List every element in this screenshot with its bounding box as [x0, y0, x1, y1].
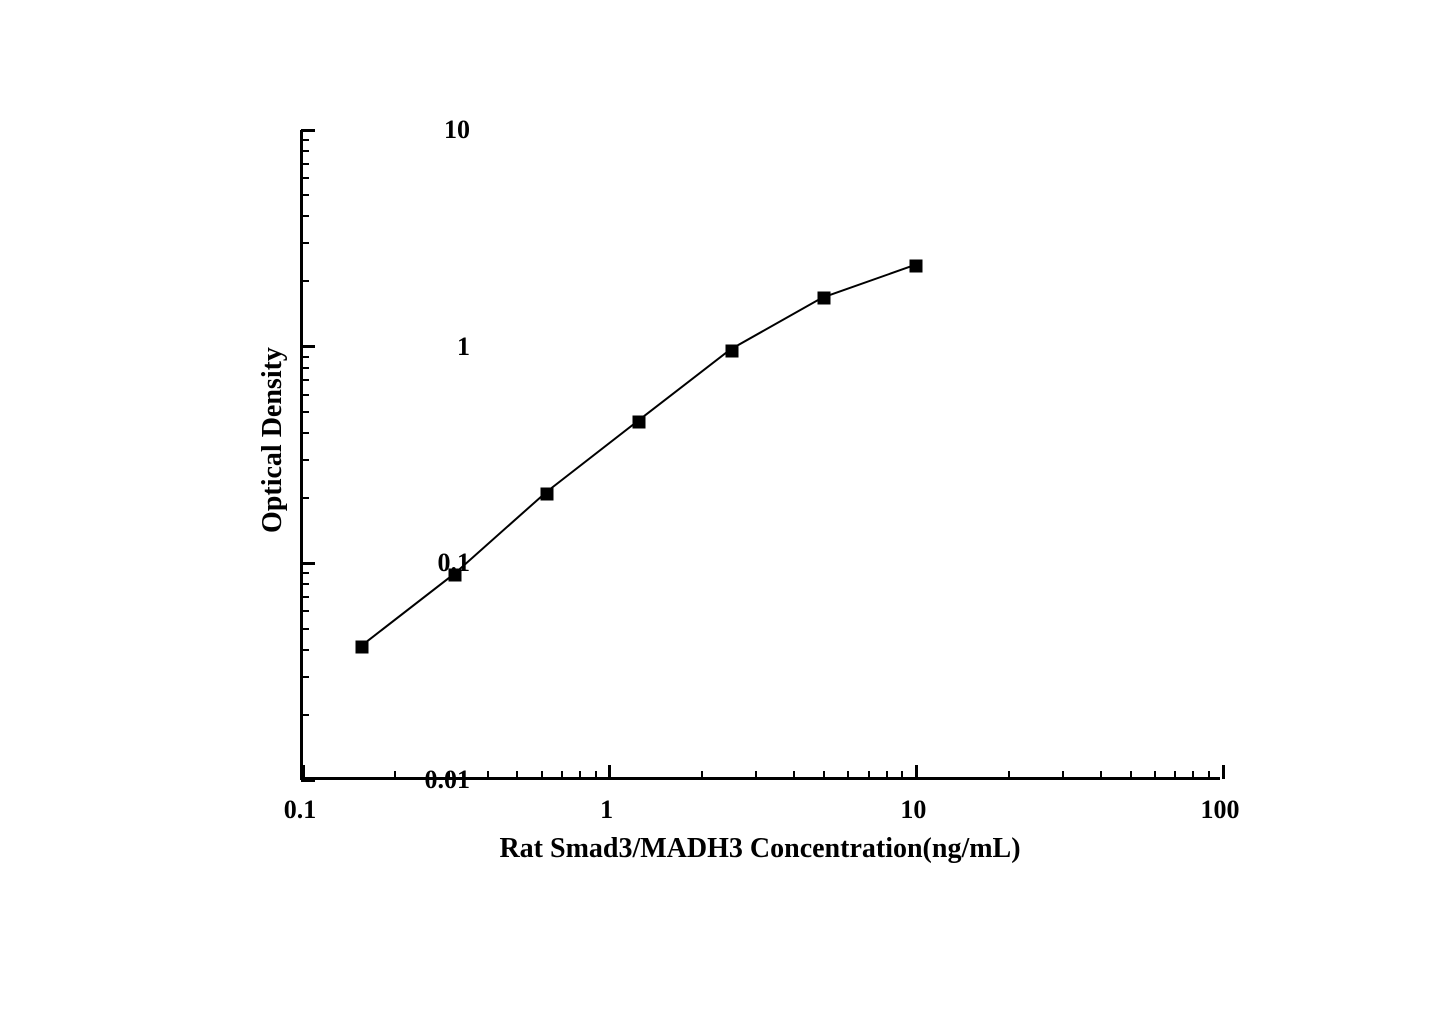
- y-axis-label: Optical Density: [257, 347, 289, 533]
- x-tick-minor: [793, 771, 795, 779]
- y-tick-minor: [301, 610, 309, 612]
- x-tick-minor: [1062, 771, 1064, 779]
- y-tick-minor: [301, 432, 309, 434]
- data-line: [363, 265, 915, 645]
- data-point: [356, 641, 369, 654]
- x-tick-major: [302, 765, 305, 779]
- x-tick-minor: [1192, 771, 1194, 779]
- x-tick-major: [608, 765, 611, 779]
- y-tick-minor: [301, 150, 309, 152]
- x-tick-minor: [1008, 771, 1010, 779]
- y-tick-minor: [301, 194, 309, 196]
- y-tick-minor: [301, 411, 309, 413]
- x-tick-minor: [487, 771, 489, 779]
- y-tick-minor: [301, 649, 309, 651]
- y-tick-label: 0.1: [438, 548, 471, 578]
- x-tick-minor: [701, 771, 703, 779]
- x-tick-minor: [561, 771, 563, 779]
- y-tick-minor: [301, 497, 309, 499]
- y-tick-major: [301, 129, 315, 132]
- y-tick-label: 10: [444, 115, 470, 145]
- x-tick-minor: [579, 771, 581, 779]
- y-tick-minor: [301, 242, 309, 244]
- y-tick-minor: [301, 596, 309, 598]
- x-tick-minor: [868, 771, 870, 779]
- y-tick-minor: [301, 356, 309, 358]
- plot-area: [300, 130, 1220, 780]
- data-point: [725, 344, 738, 357]
- y-tick-minor: [301, 215, 309, 217]
- data-point: [633, 415, 646, 428]
- x-tick-minor: [1208, 771, 1210, 779]
- y-tick-minor: [301, 139, 309, 141]
- x-tick-minor: [847, 771, 849, 779]
- x-tick-major: [915, 765, 918, 779]
- x-tick-minor: [1130, 771, 1132, 779]
- x-tick-minor: [516, 771, 518, 779]
- x-tick-minor: [1100, 771, 1102, 779]
- y-tick-minor: [301, 714, 309, 716]
- data-point: [541, 487, 554, 500]
- data-point: [818, 292, 831, 305]
- x-tick-minor: [823, 771, 825, 779]
- y-tick-minor: [301, 394, 309, 396]
- y-tick-minor: [301, 628, 309, 630]
- y-tick-minor: [301, 367, 309, 369]
- x-tick-minor: [1174, 771, 1176, 779]
- x-tick-minor: [394, 771, 396, 779]
- y-tick-major: [301, 345, 315, 348]
- x-tick-minor: [901, 771, 903, 779]
- y-tick-minor: [301, 163, 309, 165]
- y-tick-minor: [301, 280, 309, 282]
- y-tick-minor: [301, 459, 309, 461]
- x-tick-minor: [1154, 771, 1156, 779]
- x-tick-label: 0.1: [284, 795, 317, 825]
- y-tick-minor: [301, 379, 309, 381]
- x-tick-label: 10: [900, 795, 926, 825]
- y-tick-minor: [301, 572, 309, 574]
- x-tick-label: 1: [600, 795, 613, 825]
- x-tick-minor: [595, 771, 597, 779]
- y-tick-minor: [301, 676, 309, 678]
- chart-container: Optical Density Rat Smad3/MADH3 Concentr…: [180, 100, 1300, 920]
- y-tick-minor: [301, 177, 309, 179]
- x-tick-label: 100: [1201, 795, 1240, 825]
- data-point: [910, 259, 923, 272]
- x-tick-minor: [886, 771, 888, 779]
- y-tick-label: 1: [457, 332, 470, 362]
- y-tick-minor: [301, 583, 309, 585]
- x-tick-minor: [541, 771, 543, 779]
- x-axis-label: Rat Smad3/MADH3 Concentration(ng/mL): [300, 833, 1220, 865]
- x-tick-minor: [755, 771, 757, 779]
- y-tick-label: 0.01: [425, 765, 471, 795]
- y-tick-major: [301, 562, 315, 565]
- x-tick-major: [1222, 765, 1225, 779]
- chart-lines: [303, 130, 1220, 777]
